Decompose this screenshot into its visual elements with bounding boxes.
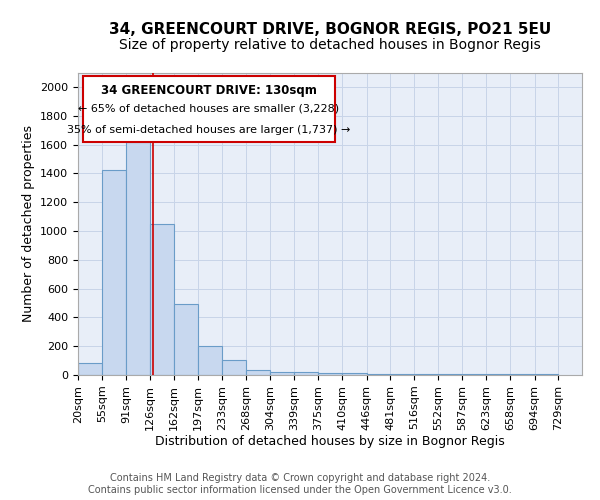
Bar: [319, 373, 342, 375]
Bar: [510, 374, 535, 375]
Bar: [222, 360, 246, 375]
Text: ← 65% of detached houses are smaller (3,228): ← 65% of detached houses are smaller (3,…: [79, 104, 340, 114]
Text: 35% of semi-detached houses are larger (1,737) →: 35% of semi-detached houses are larger (…: [67, 125, 351, 135]
X-axis label: Distribution of detached houses by size in Bognor Regis: Distribution of detached houses by size …: [155, 436, 505, 448]
Bar: [487, 374, 510, 375]
Text: 34, GREENCOURT DRIVE, BOGNOR REGIS, PO21 5EU: 34, GREENCOURT DRIVE, BOGNOR REGIS, PO21…: [109, 22, 551, 38]
Text: 34 GREENCOURT DRIVE: 130sqm: 34 GREENCOURT DRIVE: 130sqm: [101, 84, 317, 96]
Bar: [462, 374, 487, 375]
Bar: [246, 370, 271, 375]
Text: Contains HM Land Registry data © Crown copyright and database right 2024.
Contai: Contains HM Land Registry data © Crown c…: [88, 474, 512, 495]
Bar: [294, 372, 319, 375]
Text: Size of property relative to detached houses in Bognor Regis: Size of property relative to detached ho…: [119, 38, 541, 52]
Bar: [414, 374, 439, 375]
Bar: [535, 374, 558, 375]
Bar: [102, 170, 126, 375]
FancyBboxPatch shape: [83, 76, 335, 142]
Bar: [367, 374, 390, 375]
Y-axis label: Number of detached properties: Number of detached properties: [22, 125, 35, 322]
Bar: [78, 364, 102, 375]
Bar: [342, 373, 367, 375]
Bar: [198, 346, 222, 375]
Bar: [174, 304, 198, 375]
Bar: [150, 224, 174, 375]
Bar: [126, 142, 150, 375]
Bar: [271, 372, 294, 375]
Bar: [390, 374, 414, 375]
Bar: [439, 374, 462, 375]
